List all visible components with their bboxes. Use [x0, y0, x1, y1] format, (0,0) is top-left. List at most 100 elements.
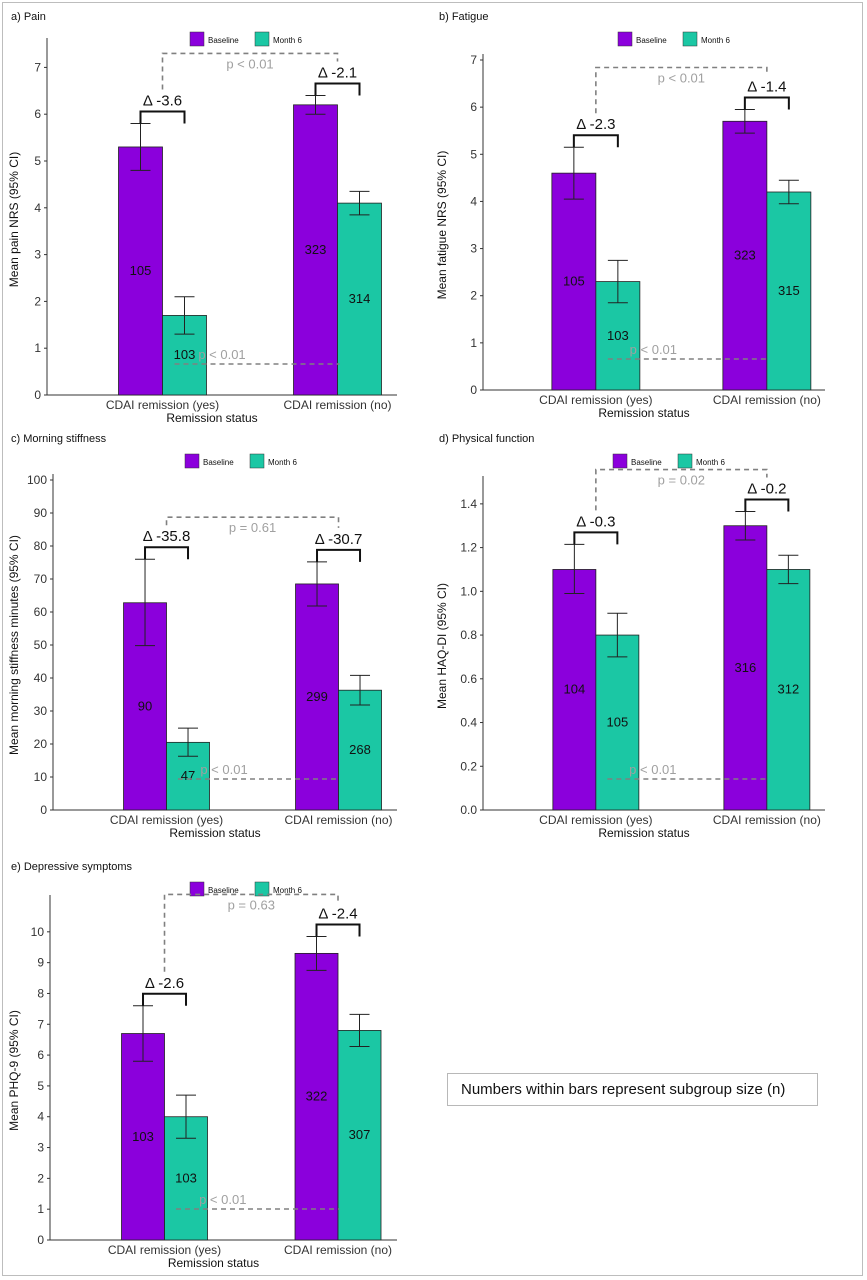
x-tick-label: CDAI remission (yes): [106, 398, 219, 412]
y-tick-label: 2: [37, 1171, 44, 1185]
y-tick-label: 4: [37, 1110, 44, 1124]
y-tick-label: 0: [37, 1233, 44, 1247]
y-tick-label: 3: [37, 1141, 44, 1155]
bar-baseline: [551, 172, 597, 391]
y-tick-label: 2: [34, 294, 41, 308]
p-month6-connector: p < 0.01: [176, 1192, 340, 1210]
n-label: 105: [607, 715, 629, 730]
legend: Baseline Month 6: [184, 453, 297, 469]
y-tick-label: 3: [34, 248, 41, 262]
n-label: 315: [778, 283, 800, 298]
delta-label: Δ -1.4: [747, 79, 786, 96]
y-tick-label: 50: [34, 638, 48, 652]
delta-label: Δ -35.8: [143, 528, 191, 545]
bar-month6: [338, 689, 382, 811]
legend-label-month6: Month 6: [273, 36, 302, 45]
y-tick-label: 10: [31, 925, 45, 939]
delta-label: Δ -2.4: [318, 905, 357, 922]
y-tick-label: 20: [34, 737, 48, 751]
delta-label: Δ -0.3: [576, 513, 615, 530]
x-tick-label: CDAI remission (yes): [539, 393, 652, 407]
legend-label-month6: Month 6: [273, 886, 302, 895]
y-tick-label: 1: [470, 336, 477, 350]
legend: Baseline Month 6: [189, 31, 302, 47]
bar-baseline: [295, 583, 339, 811]
legend-label-baseline: Baseline: [208, 36, 239, 45]
chart-2: b) Fatigue Baseline Month 6 0 1 2 3 4 5 6 7 Mean fa…: [435, 11, 825, 420]
legend-label-baseline: Baseline: [636, 36, 667, 45]
x-tick-label: CDAI remission (yes): [108, 1243, 221, 1257]
p-month6-connector: p < 0.01: [607, 762, 769, 780]
legend: Baseline Month 6: [617, 31, 730, 47]
legend-swatch-baseline: [189, 881, 205, 897]
chart-title: b) Fatigue: [439, 11, 489, 23]
error-bar: [349, 1013, 370, 1047]
error-bar: [176, 1094, 197, 1139]
y-tick-label: 9: [37, 956, 44, 970]
p-month6-label: p < 0.01: [629, 762, 676, 777]
p-baseline-label: p < 0.01: [658, 71, 705, 86]
bar-month6: [337, 1030, 382, 1241]
y-tick-label: 6: [37, 1048, 44, 1062]
n-label: 105: [563, 274, 585, 289]
chart-title: e) Depressive symptoms: [11, 861, 133, 873]
bar-baseline: [293, 104, 338, 396]
legend-swatch-baseline: [617, 31, 633, 47]
y-tick-label: 6: [470, 100, 477, 114]
n-label: 322: [306, 1089, 328, 1104]
legend-swatch-baseline: [189, 31, 205, 47]
bar-baseline: [722, 120, 768, 391]
y-tick-label: 80: [34, 539, 48, 553]
p-month6-label: p < 0.01: [630, 342, 677, 357]
x-axis-label: Remission status: [598, 406, 689, 420]
y-tick-label: 100: [27, 473, 47, 487]
x-tick-label: CDAI remission (no): [713, 393, 821, 407]
chart-5: e) Depressive symptoms Baseline Month 6 0 1 2…: [7, 861, 397, 1270]
n-label: 90: [138, 698, 152, 713]
p-baseline-label: p = 0.02: [658, 473, 705, 488]
delta-bracket: Δ -1.4: [743, 79, 790, 110]
y-tick-label: 1.4: [460, 497, 477, 511]
delta-bracket: Δ -30.7: [315, 531, 362, 562]
legend-label-month6: Month 6: [701, 36, 730, 45]
x-axis-label: Remission status: [168, 1256, 259, 1270]
error-bar: [778, 554, 799, 585]
p-baseline-connector: p < 0.01: [161, 52, 339, 90]
legend-swatch-baseline: [184, 453, 200, 469]
delta-label: Δ -2.6: [145, 975, 184, 992]
note-box: Numbers within bars represent subgroup s…: [447, 1073, 818, 1106]
bar-baseline: [118, 146, 163, 396]
legend-label-baseline: Baseline: [203, 458, 234, 467]
delta-label: Δ -2.3: [576, 116, 615, 133]
error-bar: [564, 543, 585, 595]
n-label: 268: [349, 742, 371, 757]
y-axis-label: Mean PHQ-9 (95% CI): [7, 1010, 21, 1131]
delta-label: Δ -3.6: [143, 93, 182, 110]
x-tick-label: CDAI remission (no): [285, 813, 393, 827]
legend-label-baseline: Baseline: [631, 458, 662, 467]
y-tick-label: 0.4: [460, 716, 477, 730]
x-tick-label: CDAI remission (yes): [539, 813, 652, 827]
p-baseline-label: p < 0.01: [226, 56, 273, 71]
x-tick-label: CDAI remission (no): [283, 398, 391, 412]
bar-month6: [595, 634, 640, 811]
y-tick-label: 1.0: [460, 584, 477, 598]
y-tick-label: 6: [34, 107, 41, 121]
delta-label: Δ -0.2: [747, 481, 786, 498]
p-baseline-connector: p = 0.63: [163, 893, 339, 972]
x-tick-label: CDAI remission (yes): [110, 813, 223, 827]
delta-bracket: Δ -35.8: [143, 528, 191, 560]
y-tick-label: 0: [34, 388, 41, 402]
p-month6-connector: p < 0.01: [174, 347, 340, 365]
bar-baseline: [121, 1033, 165, 1241]
y-tick-label: 10: [34, 770, 48, 784]
y-tick-label: 0.6: [460, 672, 477, 686]
legend-swatch-month6: [249, 453, 265, 469]
y-tick-label: 30: [34, 704, 48, 718]
y-tick-label: 0: [40, 803, 47, 817]
x-axis-label: Remission status: [169, 826, 260, 840]
bar-baseline: [294, 952, 339, 1241]
error-bar: [778, 179, 799, 205]
p-baseline-connector: p < 0.01: [595, 66, 768, 114]
chart-title: a) Pain: [11, 11, 46, 23]
